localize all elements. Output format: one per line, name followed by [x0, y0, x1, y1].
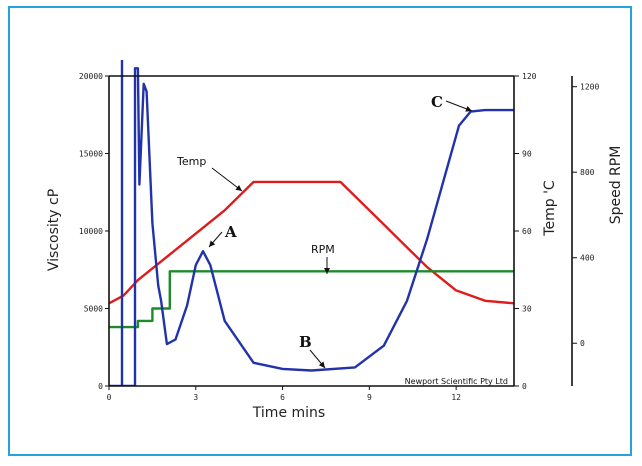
speed-tick-label: 0 [580, 339, 585, 348]
annotation-label-temp: Temp [176, 155, 206, 168]
viscosity-tick-label: 10000 [79, 227, 103, 236]
x-tick-label: 12 [451, 393, 461, 402]
annotation-label-b: B [299, 333, 312, 351]
x-tick-label: 9 [367, 393, 372, 402]
speed-tick-label: 800 [580, 168, 595, 177]
chart-svg: 0 3 6 9 120500010000150002000003060901200400… [46, 60, 624, 421]
annotation-label-a: A [224, 223, 237, 241]
x-tick-label: 3 [193, 393, 198, 402]
annotation-arrowhead-b [318, 361, 325, 368]
y-axis-label-viscosity: Viscosity cP [46, 189, 62, 271]
annotation-label-rpm: RPM [311, 243, 335, 256]
viscosity-tick-label: 0 [98, 382, 103, 391]
annotation-arrowhead-rpm [324, 268, 330, 274]
annotation-label-c: C [431, 93, 443, 111]
temp-tick-label: 60 [522, 227, 532, 236]
y-axis-label-temp: Temp 'C [542, 180, 558, 237]
chart-frame: 0 3 6 9 12 0 5000 10000 15000 20000 0 30 60 90 120 0 400… [8, 6, 632, 456]
annotation-arrowhead-c [465, 106, 472, 112]
viscosity-tick-label: 20000 [79, 72, 103, 81]
temp-tick-label: 120 [522, 72, 537, 81]
series-line-rpm [109, 270, 514, 329]
temp-tick-label: 0 [522, 382, 527, 391]
annotation-arrowhead-a [209, 240, 216, 247]
series-group [109, 60, 514, 386]
speed-tick-label: 1200 [580, 83, 599, 92]
x-tick-label: 0 [107, 393, 112, 402]
series-line-viscosity [109, 67, 514, 386]
y-axis-label-speed: Speed RPM [608, 146, 624, 225]
temp-tick-label: 90 [522, 150, 532, 159]
annotations-group: Temp RPM A B C [176, 93, 473, 369]
viscosity-tick-label: 15000 [79, 150, 103, 159]
watermark-text: Newport Scientific Pty Ltd [405, 377, 508, 386]
speed-tick-label: 400 [580, 254, 595, 263]
axes-group: 0 3 6 9 120500010000150002000003060901200400… [79, 72, 600, 402]
annotation-arrow-temp [211, 167, 243, 192]
annotation-arrowhead-temp [235, 184, 242, 191]
viscosity-tick-label: 5000 [84, 305, 103, 314]
temp-tick-label: 30 [522, 305, 532, 314]
series-line-temp [109, 180, 514, 305]
x-axis-label: Time mins [252, 405, 325, 421]
x-tick-label: 6 [280, 393, 285, 402]
